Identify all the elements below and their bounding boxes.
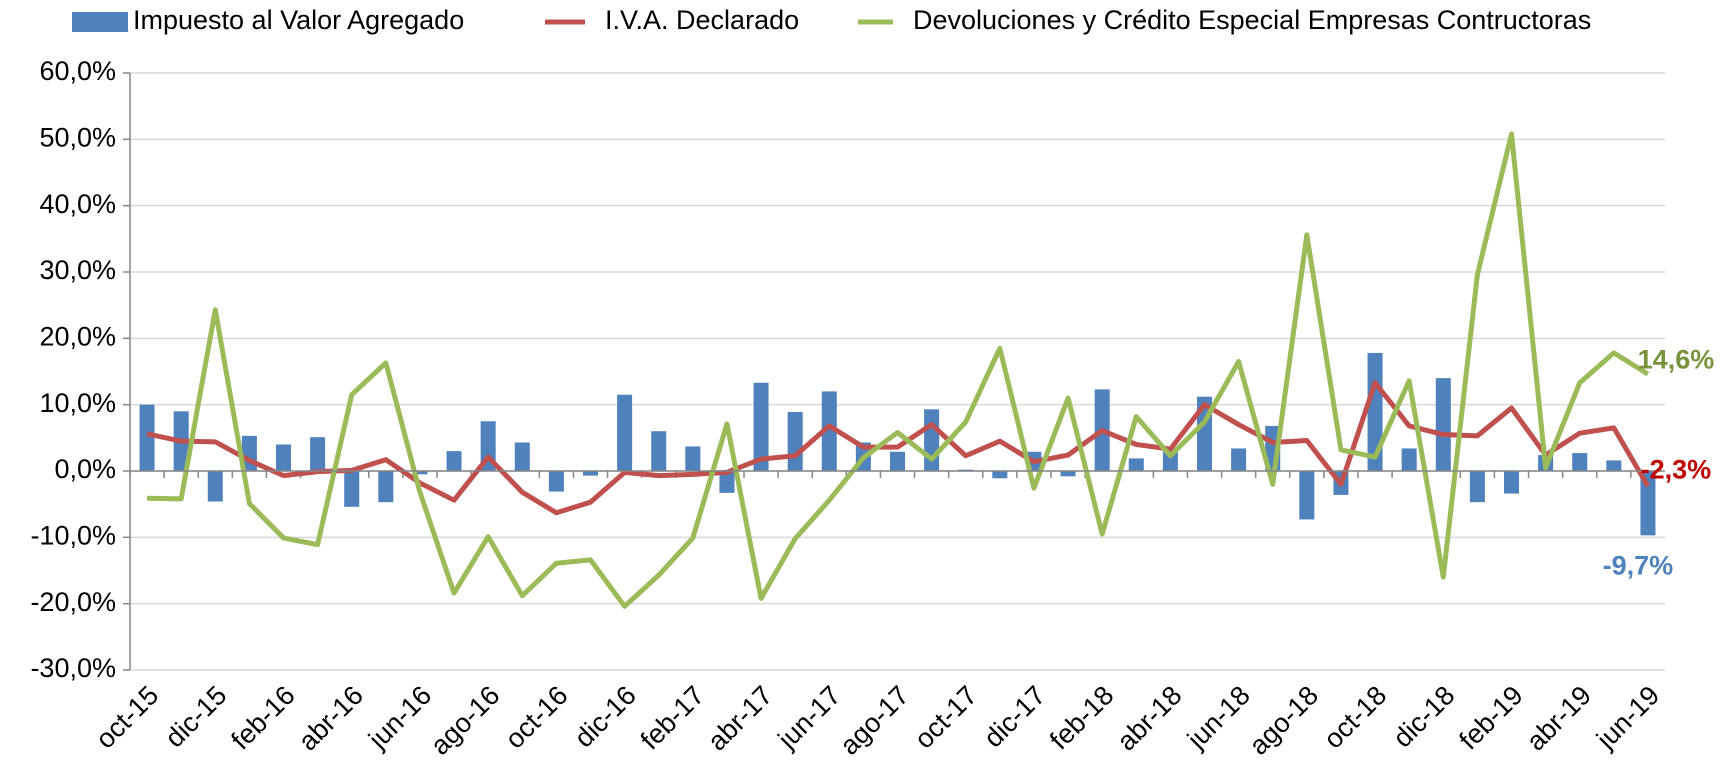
x-tick-label: jun-18 <box>1181 680 1256 755</box>
bar <box>344 471 360 507</box>
value-label: -9,7% <box>1603 550 1674 580</box>
y-tick-label: 40,0% <box>39 189 116 219</box>
y-tick-label: 10,0% <box>39 388 116 418</box>
bar <box>787 411 803 471</box>
bar <box>446 451 462 471</box>
y-tick-label: 0,0% <box>54 454 116 484</box>
bar <box>1503 471 1520 494</box>
x-tick-label: abr-16 <box>293 680 369 756</box>
legend-label: I.V.A. Declarado <box>605 5 799 35</box>
x-tick-label: feb-17 <box>635 680 710 755</box>
y-tick-label: 20,0% <box>39 321 116 351</box>
value-label: -2,3% <box>1641 454 1712 484</box>
bar <box>719 471 735 493</box>
x-tick-label: abr-18 <box>1111 680 1187 756</box>
y-tick-label: -10,0% <box>30 520 116 550</box>
x-tick-label: jun-16 <box>362 680 437 755</box>
x-tick-label: feb-19 <box>1453 680 1528 755</box>
bar <box>753 382 769 471</box>
bar <box>651 431 667 471</box>
bar <box>1401 448 1417 471</box>
bar <box>1469 471 1485 503</box>
x-tick-label: dic-17 <box>978 680 1051 753</box>
bar <box>617 394 633 471</box>
bar <box>1640 471 1656 536</box>
y-tick-label: -20,0% <box>30 587 116 617</box>
bar <box>582 471 599 476</box>
line <box>147 131 1650 609</box>
x-tick-label: dic-16 <box>569 680 642 753</box>
bar <box>1435 378 1451 471</box>
bar <box>1367 352 1383 471</box>
bar <box>275 444 292 471</box>
bar <box>514 442 530 471</box>
bar <box>1299 471 1315 520</box>
bar <box>1231 448 1247 471</box>
bar <box>1572 453 1588 471</box>
bar <box>1060 471 1076 477</box>
bar <box>412 471 428 475</box>
value-label: 14,6% <box>1638 344 1715 374</box>
bar <box>378 471 394 503</box>
legend-label: Impuesto al Valor Agregado <box>133 5 464 35</box>
bar <box>548 471 564 492</box>
bar <box>1128 458 1144 471</box>
x-tick-label: feb-18 <box>1044 680 1119 755</box>
bar <box>889 451 906 471</box>
x-tick-label: jun-17 <box>772 680 847 755</box>
bar <box>821 391 837 471</box>
bar <box>992 471 1008 479</box>
y-tick-label: 50,0% <box>39 122 116 152</box>
x-tick-label: jun-19 <box>1590 680 1665 755</box>
y-tick-label: 30,0% <box>39 255 116 285</box>
bar <box>310 437 326 471</box>
x-tick-label: oct-16 <box>499 680 573 754</box>
legend-swatch <box>72 12 128 32</box>
x-tick-label: dic-15 <box>159 680 232 753</box>
legend-label: Devoluciones y Crédito Especial Empresas… <box>913 5 1591 35</box>
x-tick-label: ago-16 <box>425 680 506 761</box>
y-tick-label: 60,0% <box>39 56 116 86</box>
y-tick-label: -30,0% <box>30 653 116 683</box>
x-tick-label: ago-18 <box>1243 680 1324 761</box>
x-tick-label: feb-16 <box>225 680 300 755</box>
x-tick-label: abr-19 <box>1521 680 1597 756</box>
bar <box>1606 460 1622 471</box>
bar <box>139 404 155 471</box>
x-tick-label: oct-15 <box>90 680 164 754</box>
bar <box>924 409 940 471</box>
bar <box>207 471 223 502</box>
x-tick-label: oct-17 <box>909 680 983 754</box>
x-tick-label: oct-18 <box>1318 680 1392 754</box>
bar <box>685 446 701 471</box>
x-tick-label: ago-17 <box>834 680 915 761</box>
x-tick-label: abr-17 <box>702 680 778 756</box>
x-tick-label: dic-18 <box>1387 680 1460 753</box>
